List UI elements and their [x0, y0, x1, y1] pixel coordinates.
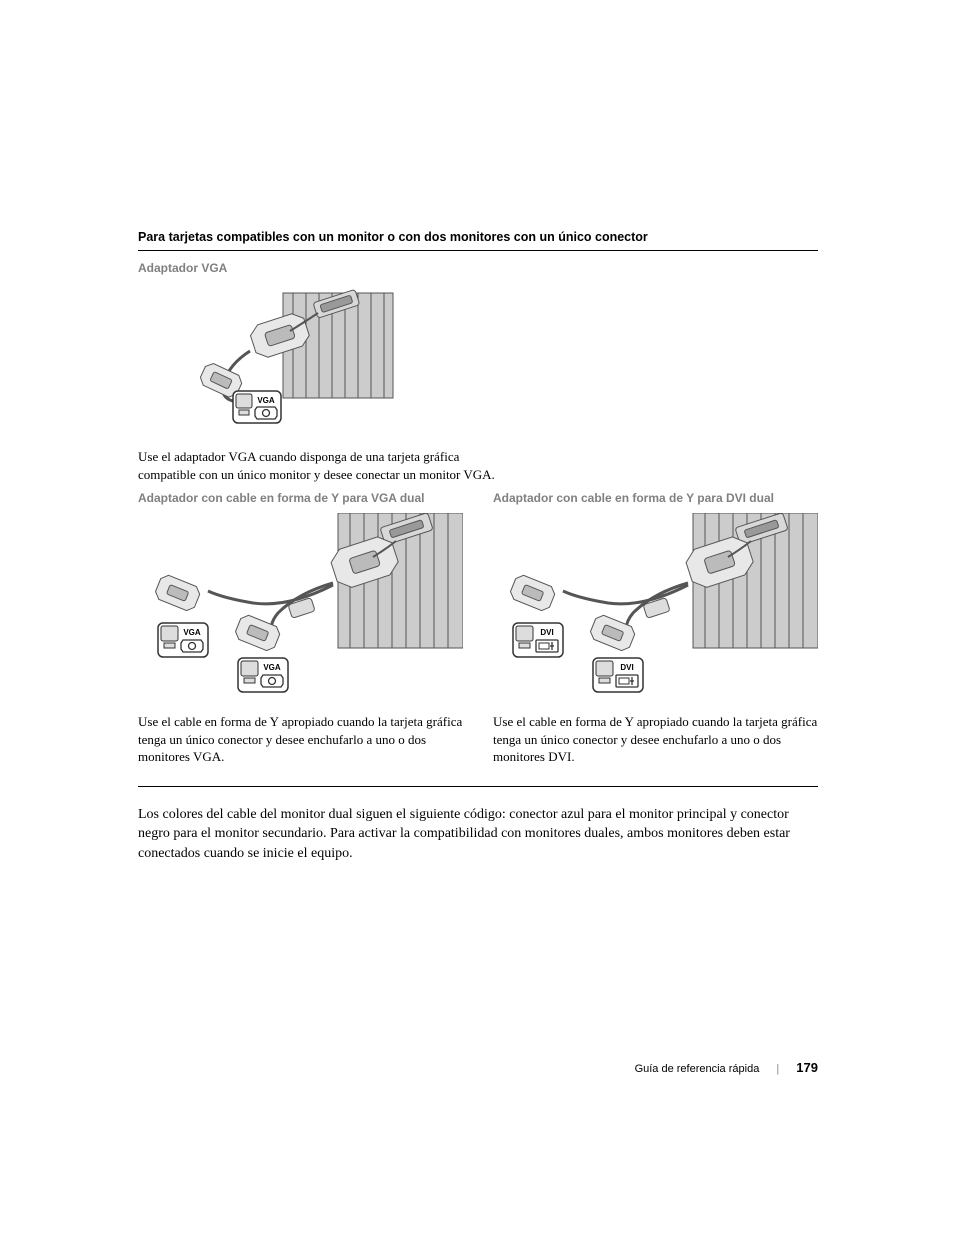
dvi-dual-label: Adaptador con cable en forma de Y para D… — [493, 491, 818, 505]
vga-dual-label: Adaptador con cable en forma de Y para V… — [138, 491, 463, 505]
svg-text:DVI: DVI — [540, 628, 553, 637]
vga-dual-caption: Use el cable en forma de Y apropiado cua… — [138, 713, 463, 766]
dvi-dual-diagram: DVI DVI — [493, 513, 818, 703]
svg-text:VGA: VGA — [183, 628, 201, 637]
footer-separator: | — [776, 1063, 779, 1075]
vga-adapter-label: Adaptador VGA — [138, 261, 818, 275]
dvi-dual-caption: Use el cable en forma de Y apropiado cua… — [493, 713, 818, 766]
section-title: Para tarjetas compatibles con un monitor… — [138, 230, 818, 251]
svg-text:VGA: VGA — [263, 663, 281, 672]
vga-badge-text: VGA — [257, 396, 275, 405]
vga-dual-diagram: VGA VGA — [138, 513, 463, 703]
body-paragraph: Los colores del cable del monitor dual s… — [138, 805, 818, 864]
vga-adapter-diagram: VGA — [138, 283, 818, 438]
footer-page-number: 179 — [796, 1060, 818, 1075]
svg-text:DVI: DVI — [620, 663, 633, 672]
footer-doc-title: Guía de referencia rápida — [635, 1063, 760, 1075]
page-footer: Guía de referencia rápida | 179 — [138, 1060, 818, 1075]
vga-adapter-caption: Use el adaptador VGA cuando disponga de … — [138, 448, 498, 483]
